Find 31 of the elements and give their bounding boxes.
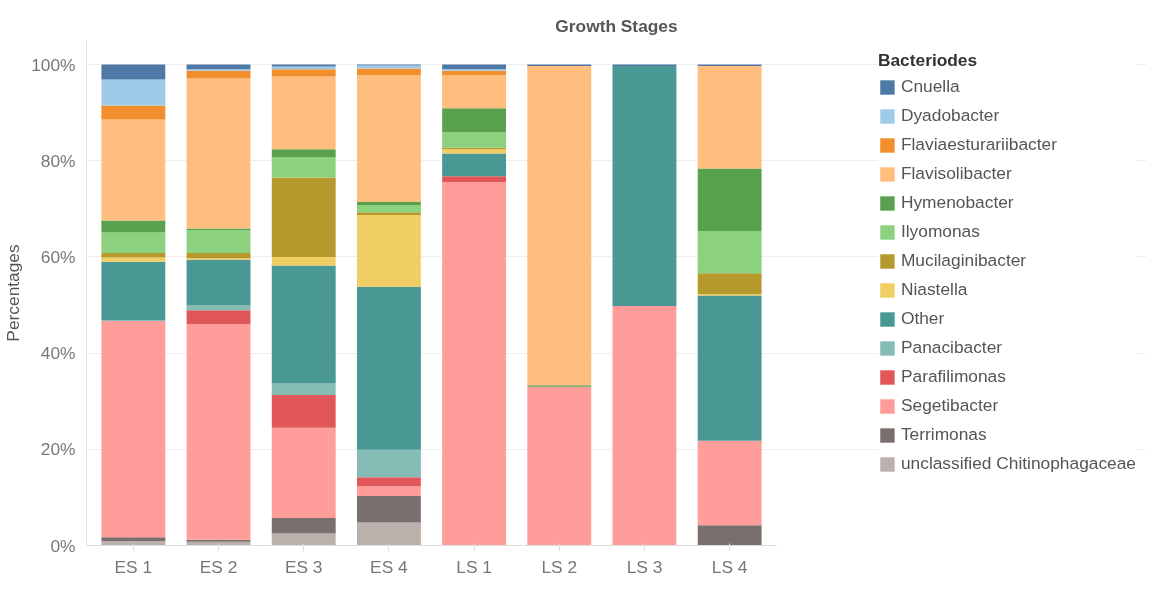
legend-label: Flavisolibacter (900, 163, 1012, 184)
legend-label: Terrimonas (900, 424, 987, 445)
x-tick-label: LS 3 (626, 556, 663, 577)
y-tick-label: 0% (50, 535, 76, 556)
y-tick-label: 60% (40, 246, 76, 267)
x-tick-label: ES 1 (114, 556, 153, 577)
chart-title: Growth Stages (555, 15, 678, 36)
legend-title: Bacteriodes (877, 50, 979, 71)
y-axis-title: Percentages (3, 244, 24, 342)
legend-label: Ilyomonas (900, 221, 980, 242)
legend-label: Flaviaesturariibacter (900, 134, 1057, 155)
legend-label: Hymenobacter (900, 192, 1014, 213)
legend-label: Cnuella (900, 76, 960, 97)
x-tick-label: ES 4 (370, 556, 409, 577)
legend-label: Mucilaginibacter (900, 250, 1027, 271)
legend-label: Niastella (900, 279, 968, 300)
x-tick-label: LS 4 (711, 556, 748, 577)
legend-label: Segetibacter (900, 395, 999, 416)
x-tick-label: LS 1 (456, 556, 492, 577)
y-tick-label: 80% (40, 150, 76, 171)
y-tick-label: 20% (40, 439, 76, 460)
legend-label: Panacibacter (900, 337, 1003, 358)
x-tick-label: ES 2 (199, 556, 238, 577)
y-tick-label: 40% (40, 343, 76, 364)
x-tick-label: LS 2 (541, 556, 578, 577)
x-tick-label: ES 3 (284, 556, 323, 577)
legend-label: Dyadobacter (900, 105, 1000, 126)
y-tick-label: 100% (31, 54, 76, 75)
legend-label: Other (900, 308, 945, 329)
legend-label: unclassified Chitinophagaceae (900, 453, 1136, 474)
legend-label: Parafilimonas (900, 366, 1006, 387)
